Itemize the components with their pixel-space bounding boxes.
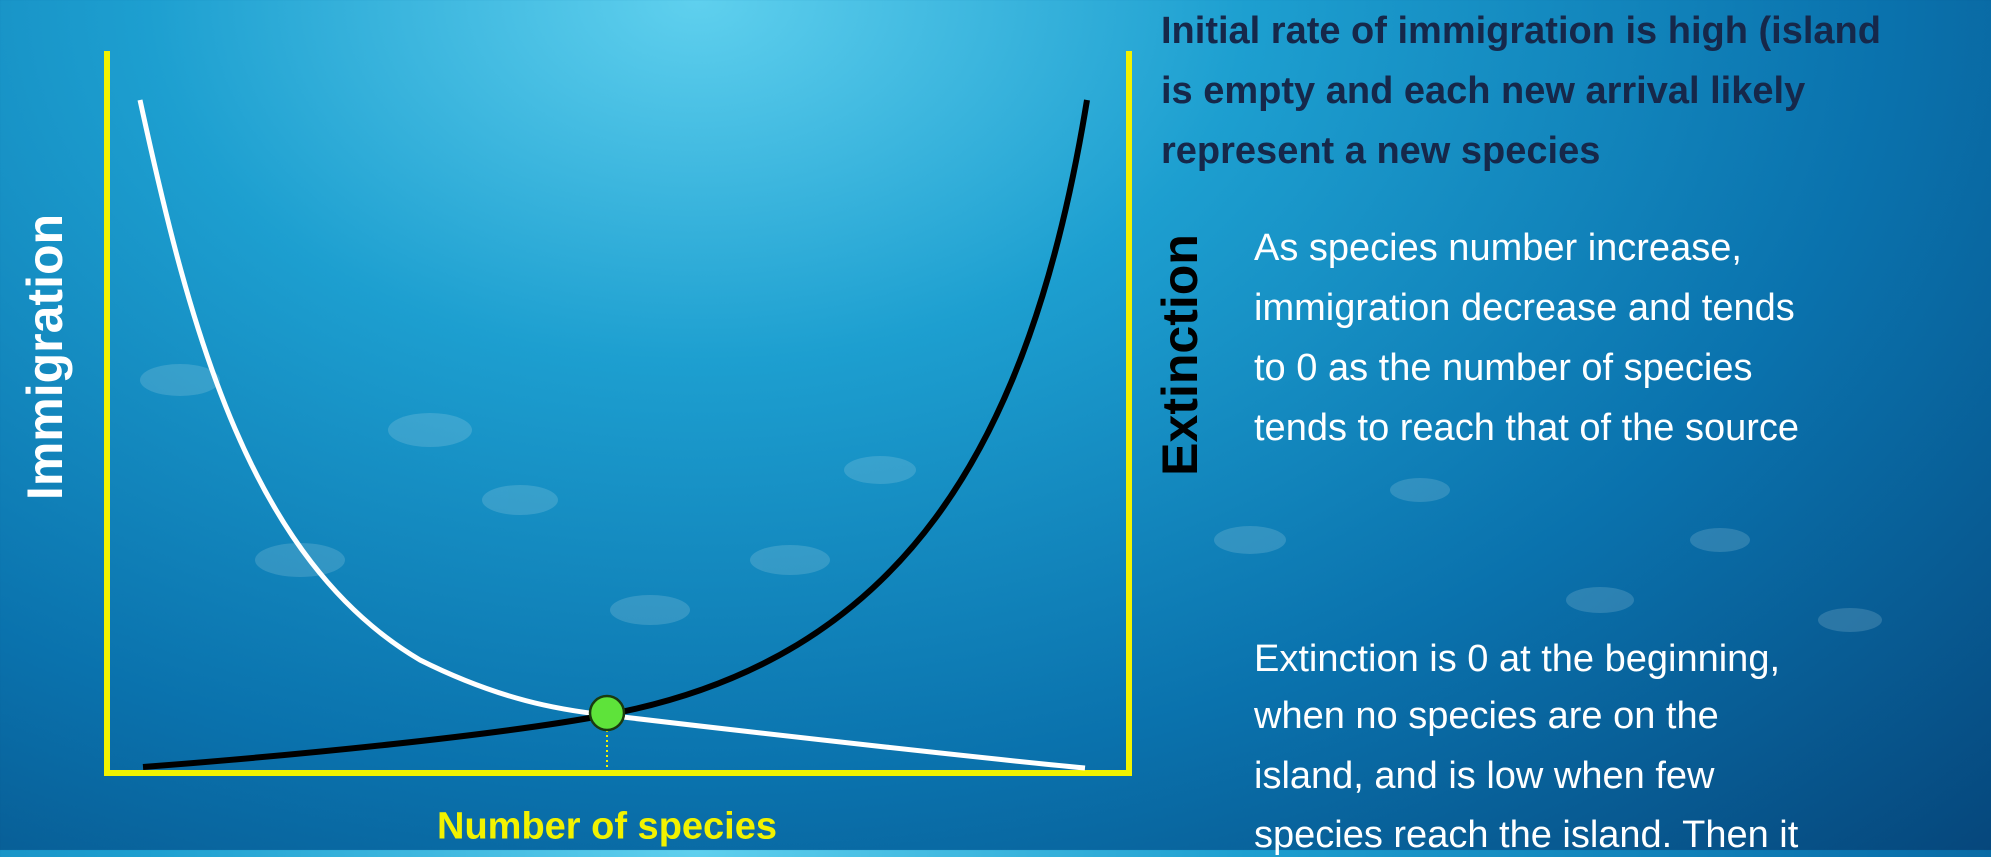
paragraph-line: island, and is low when few [1254,755,1715,797]
paragraph-line: immigration decrease and tends [1254,287,1795,329]
immigration-curve [137,99,1086,771]
paragraph-line: to 0 as the number of species [1254,347,1753,389]
paragraph-line: As species number increase, [1254,227,1742,269]
heading-line: is empty and each new arrival likely [1161,70,1806,112]
axes-box [104,51,1132,776]
paragraph-line: Extinction is 0 at the beginning, [1254,638,1781,680]
y-axis-right-label: Extinction [1152,234,1208,476]
paragraph-line: when no species are on the [1254,695,1719,737]
paragraph-line: species reach the island. Then it [1254,814,1799,856]
x-axis-label: Number of species [437,805,777,848]
heading-line: Initial rate of immigration is high (isl… [1161,10,1881,52]
extinction-curve [142,99,1090,770]
paragraph-line: tends to reach that of the source [1254,407,1800,449]
y-axis-left-label: Immigration [17,213,73,501]
heading-line: represent a new species [1161,130,1601,172]
equilibrium-point [588,694,626,732]
fish-decoration [140,364,1882,632]
